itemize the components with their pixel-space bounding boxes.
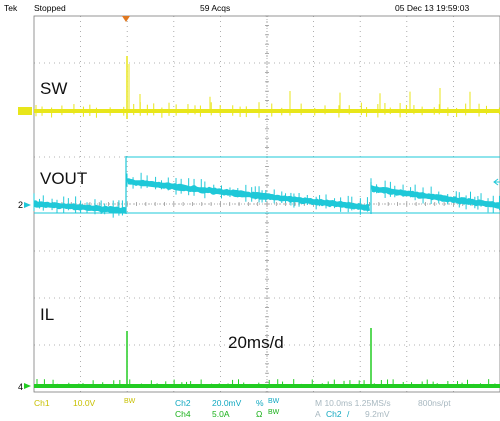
ch1-scale: 10.0V <box>73 398 96 408</box>
trigger-level: 9.2mV <box>365 409 390 419</box>
sw-label: SW <box>40 79 68 98</box>
trigger-position-marker <box>122 16 130 22</box>
ch2-marker-label: 2 <box>18 200 23 210</box>
run-state: Stopped <box>34 3 66 13</box>
ch1-bandwidth: BW <box>124 398 136 405</box>
trigger-source: Ch2 <box>326 409 342 419</box>
il-label: IL <box>40 305 55 324</box>
ch2-bandwidth: BW <box>268 398 280 405</box>
timebase-note: 20ms/d <box>228 333 284 352</box>
il-trace-baseline <box>34 384 500 388</box>
ch4-name: Ch4 <box>175 409 191 419</box>
ch2-scale: 20.0mV <box>212 398 242 408</box>
sample-interval: 800ns/pt <box>418 398 451 408</box>
date-time: 05 Dec 13 19:59:03 <box>395 3 470 13</box>
acquisition-count: 59 Acqs <box>200 3 231 13</box>
vout-label: VOUT <box>40 169 88 188</box>
ch4-bandwidth: BW <box>268 409 280 416</box>
ch1-ground-marker <box>18 107 32 115</box>
trigger-mode: A <box>315 409 321 419</box>
sw-trace-baseline <box>34 109 500 113</box>
vout-trace-segment <box>127 178 370 212</box>
brand-label: Tek <box>4 3 18 13</box>
ch4-scale: 5.0A <box>212 409 230 419</box>
ch2-ground-marker <box>24 202 31 208</box>
ch2-coupling: % <box>256 398 264 408</box>
ch4-ground-marker <box>24 383 31 389</box>
ch1-name: Ch1 <box>34 398 50 408</box>
ch4-impedance: Ω <box>256 409 263 419</box>
ch2-name: Ch2 <box>175 398 191 408</box>
trigger-slope: / <box>347 409 350 419</box>
horizontal-settings: M 10.0ms 1.25MS/s <box>315 398 391 408</box>
ch4-marker-label: 4 <box>18 382 23 392</box>
vout-trace-segment <box>34 200 126 214</box>
